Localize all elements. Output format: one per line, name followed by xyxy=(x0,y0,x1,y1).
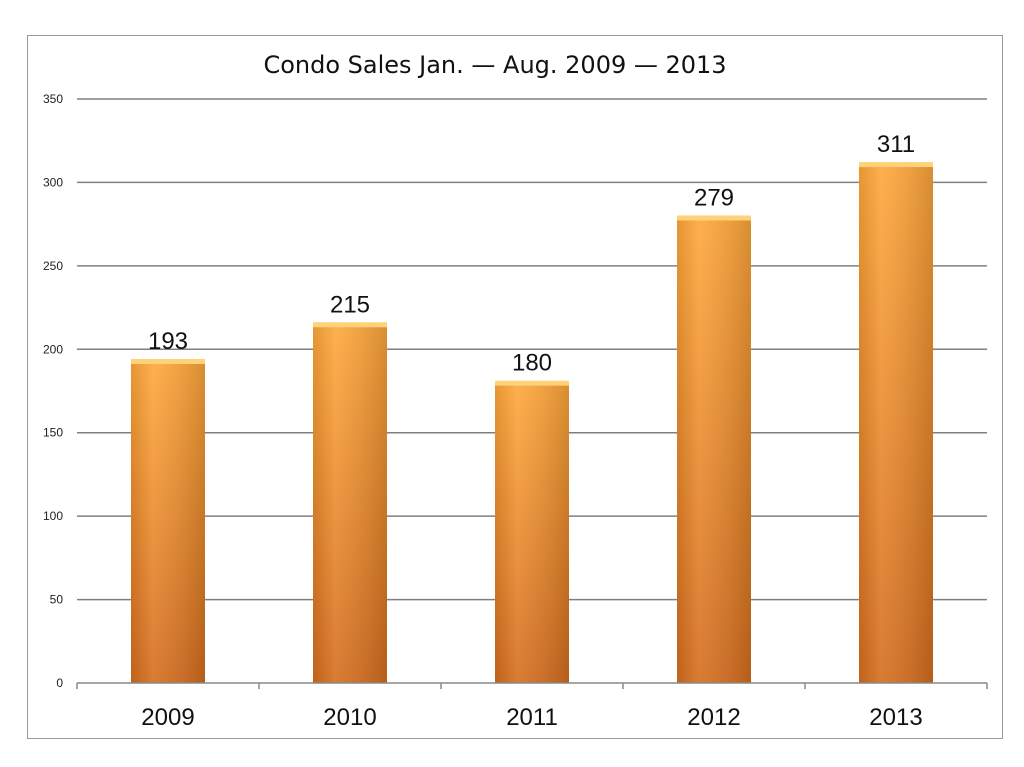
bar-shade-2011 xyxy=(495,382,569,683)
x-tick-label-2012: 2012 xyxy=(687,704,740,731)
bar-cap-2011 xyxy=(495,380,569,386)
data-label-2012: 279 xyxy=(694,184,734,211)
y-tick-label-0: 0 xyxy=(56,676,63,690)
data-label-2011: 180 xyxy=(512,350,552,377)
x-tick-label-2013: 2013 xyxy=(869,704,922,731)
bar-cap-2012 xyxy=(677,215,751,221)
bar-shade-2010 xyxy=(313,324,387,683)
data-labels: 193 215 180 279 311 xyxy=(148,131,915,377)
x-tick-label-2011: 2011 xyxy=(506,704,558,731)
y-tick-label-150: 150 xyxy=(43,426,63,440)
bar-cap-2010 xyxy=(313,322,387,328)
data-label-2010: 215 xyxy=(330,291,370,318)
bars xyxy=(131,162,933,683)
bar-shade-2012 xyxy=(677,217,751,683)
y-tick-label-200: 200 xyxy=(43,342,63,356)
x-tick-label-2009: 2009 xyxy=(141,704,194,731)
y-tick-label-100: 100 xyxy=(43,509,63,523)
x-tick-label-2010: 2010 xyxy=(323,704,376,731)
y-tick-label-350: 350 xyxy=(43,92,63,106)
gridlines xyxy=(77,98,987,601)
data-label-2013: 311 xyxy=(877,131,915,158)
data-label-2009: 193 xyxy=(148,328,188,355)
x-axis-ticks: 2009 2010 2011 2012 2013 xyxy=(141,704,922,731)
chart-title: Condo Sales Jan. — Aug. 2009 — 2013 xyxy=(263,51,726,79)
y-tick-label-300: 300 xyxy=(43,175,63,189)
y-tick-label-50: 50 xyxy=(50,593,64,607)
y-tick-label-250: 250 xyxy=(43,259,63,273)
x-axis xyxy=(76,682,988,689)
bar-cap-2013 xyxy=(859,162,933,168)
y-axis-ticks: 0 50 100 150 200 250 300 350 xyxy=(43,92,63,690)
bar-cap-2009 xyxy=(131,358,205,364)
bar-shade-2009 xyxy=(131,360,205,683)
bar-shade-2013 xyxy=(859,164,933,683)
